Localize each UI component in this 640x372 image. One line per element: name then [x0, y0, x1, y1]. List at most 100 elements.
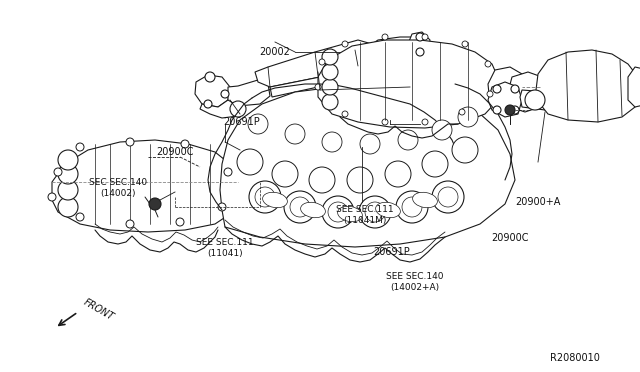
Circle shape [284, 191, 316, 223]
Circle shape [328, 202, 348, 222]
Circle shape [322, 64, 338, 80]
Circle shape [149, 198, 161, 210]
Polygon shape [318, 40, 500, 128]
Circle shape [322, 196, 354, 228]
Circle shape [359, 196, 391, 228]
Circle shape [432, 120, 452, 140]
Polygon shape [220, 87, 515, 247]
Circle shape [58, 150, 78, 170]
Text: 20691P: 20691P [374, 247, 410, 257]
Circle shape [360, 134, 380, 154]
Ellipse shape [376, 202, 401, 218]
Polygon shape [228, 80, 270, 106]
Circle shape [452, 137, 478, 163]
Circle shape [248, 114, 268, 134]
Circle shape [493, 85, 501, 93]
Circle shape [511, 106, 519, 114]
Circle shape [176, 218, 184, 226]
Polygon shape [408, 32, 430, 57]
Circle shape [218, 203, 226, 211]
Circle shape [432, 181, 464, 213]
Circle shape [382, 119, 388, 125]
Ellipse shape [413, 192, 437, 208]
Circle shape [347, 167, 373, 193]
Circle shape [416, 33, 424, 41]
Circle shape [290, 197, 310, 217]
Polygon shape [520, 90, 548, 110]
Circle shape [322, 49, 338, 65]
Polygon shape [52, 140, 238, 232]
Text: FRONT: FRONT [82, 297, 116, 323]
Text: 20900C: 20900C [492, 233, 529, 243]
Polygon shape [195, 75, 230, 107]
Circle shape [319, 59, 325, 65]
Polygon shape [536, 50, 640, 122]
Circle shape [285, 124, 305, 144]
Circle shape [385, 161, 411, 187]
Circle shape [58, 180, 78, 200]
Circle shape [422, 119, 428, 125]
Circle shape [416, 48, 424, 56]
Text: SEE SEC.111
(11041): SEE SEC.111 (11041) [196, 238, 254, 258]
Circle shape [402, 197, 422, 217]
Circle shape [309, 167, 335, 193]
Circle shape [58, 164, 78, 184]
Circle shape [205, 72, 215, 82]
Circle shape [487, 91, 493, 97]
Circle shape [54, 168, 62, 176]
Circle shape [76, 143, 84, 151]
Circle shape [493, 106, 501, 114]
Ellipse shape [301, 202, 325, 218]
Text: SEE SEC.111
(11041M): SEE SEC.111 (11041M) [336, 205, 394, 225]
Circle shape [272, 161, 298, 187]
Polygon shape [255, 40, 375, 87]
Polygon shape [270, 57, 380, 97]
Circle shape [458, 107, 478, 127]
Ellipse shape [262, 192, 287, 208]
Polygon shape [488, 82, 522, 117]
Text: 20900+A: 20900+A [515, 197, 561, 207]
Circle shape [511, 85, 519, 93]
Circle shape [485, 61, 491, 67]
Circle shape [398, 130, 418, 150]
Circle shape [322, 94, 338, 110]
Circle shape [322, 79, 338, 95]
Polygon shape [372, 37, 418, 64]
Circle shape [315, 84, 321, 90]
Text: 20002: 20002 [260, 47, 291, 57]
Text: SEC SEC.140
(14002): SEC SEC.140 (14002) [89, 178, 147, 198]
Circle shape [76, 213, 84, 221]
Ellipse shape [338, 206, 362, 222]
Circle shape [322, 132, 342, 152]
Circle shape [204, 100, 212, 108]
Circle shape [396, 191, 428, 223]
Circle shape [382, 34, 388, 40]
Circle shape [342, 41, 348, 47]
Circle shape [255, 187, 275, 207]
Polygon shape [258, 176, 298, 210]
Polygon shape [628, 67, 640, 107]
Circle shape [58, 197, 78, 217]
Text: R2080010: R2080010 [550, 353, 600, 363]
Circle shape [505, 105, 515, 115]
Circle shape [342, 111, 348, 117]
Circle shape [422, 34, 428, 40]
Circle shape [249, 181, 281, 213]
Circle shape [224, 168, 232, 176]
Circle shape [459, 109, 465, 115]
Circle shape [525, 90, 545, 110]
Text: SEE SEC.140
(14002+A): SEE SEC.140 (14002+A) [387, 272, 444, 292]
Circle shape [365, 202, 385, 222]
Circle shape [221, 90, 229, 98]
Circle shape [48, 193, 56, 201]
Polygon shape [228, 164, 275, 217]
Circle shape [126, 220, 134, 228]
Circle shape [438, 187, 458, 207]
Polygon shape [200, 100, 240, 118]
Circle shape [126, 138, 134, 146]
Circle shape [237, 149, 263, 175]
Text: 20691P: 20691P [223, 117, 260, 127]
Circle shape [422, 151, 448, 177]
Circle shape [462, 41, 468, 47]
Text: 20900C: 20900C [156, 147, 194, 157]
